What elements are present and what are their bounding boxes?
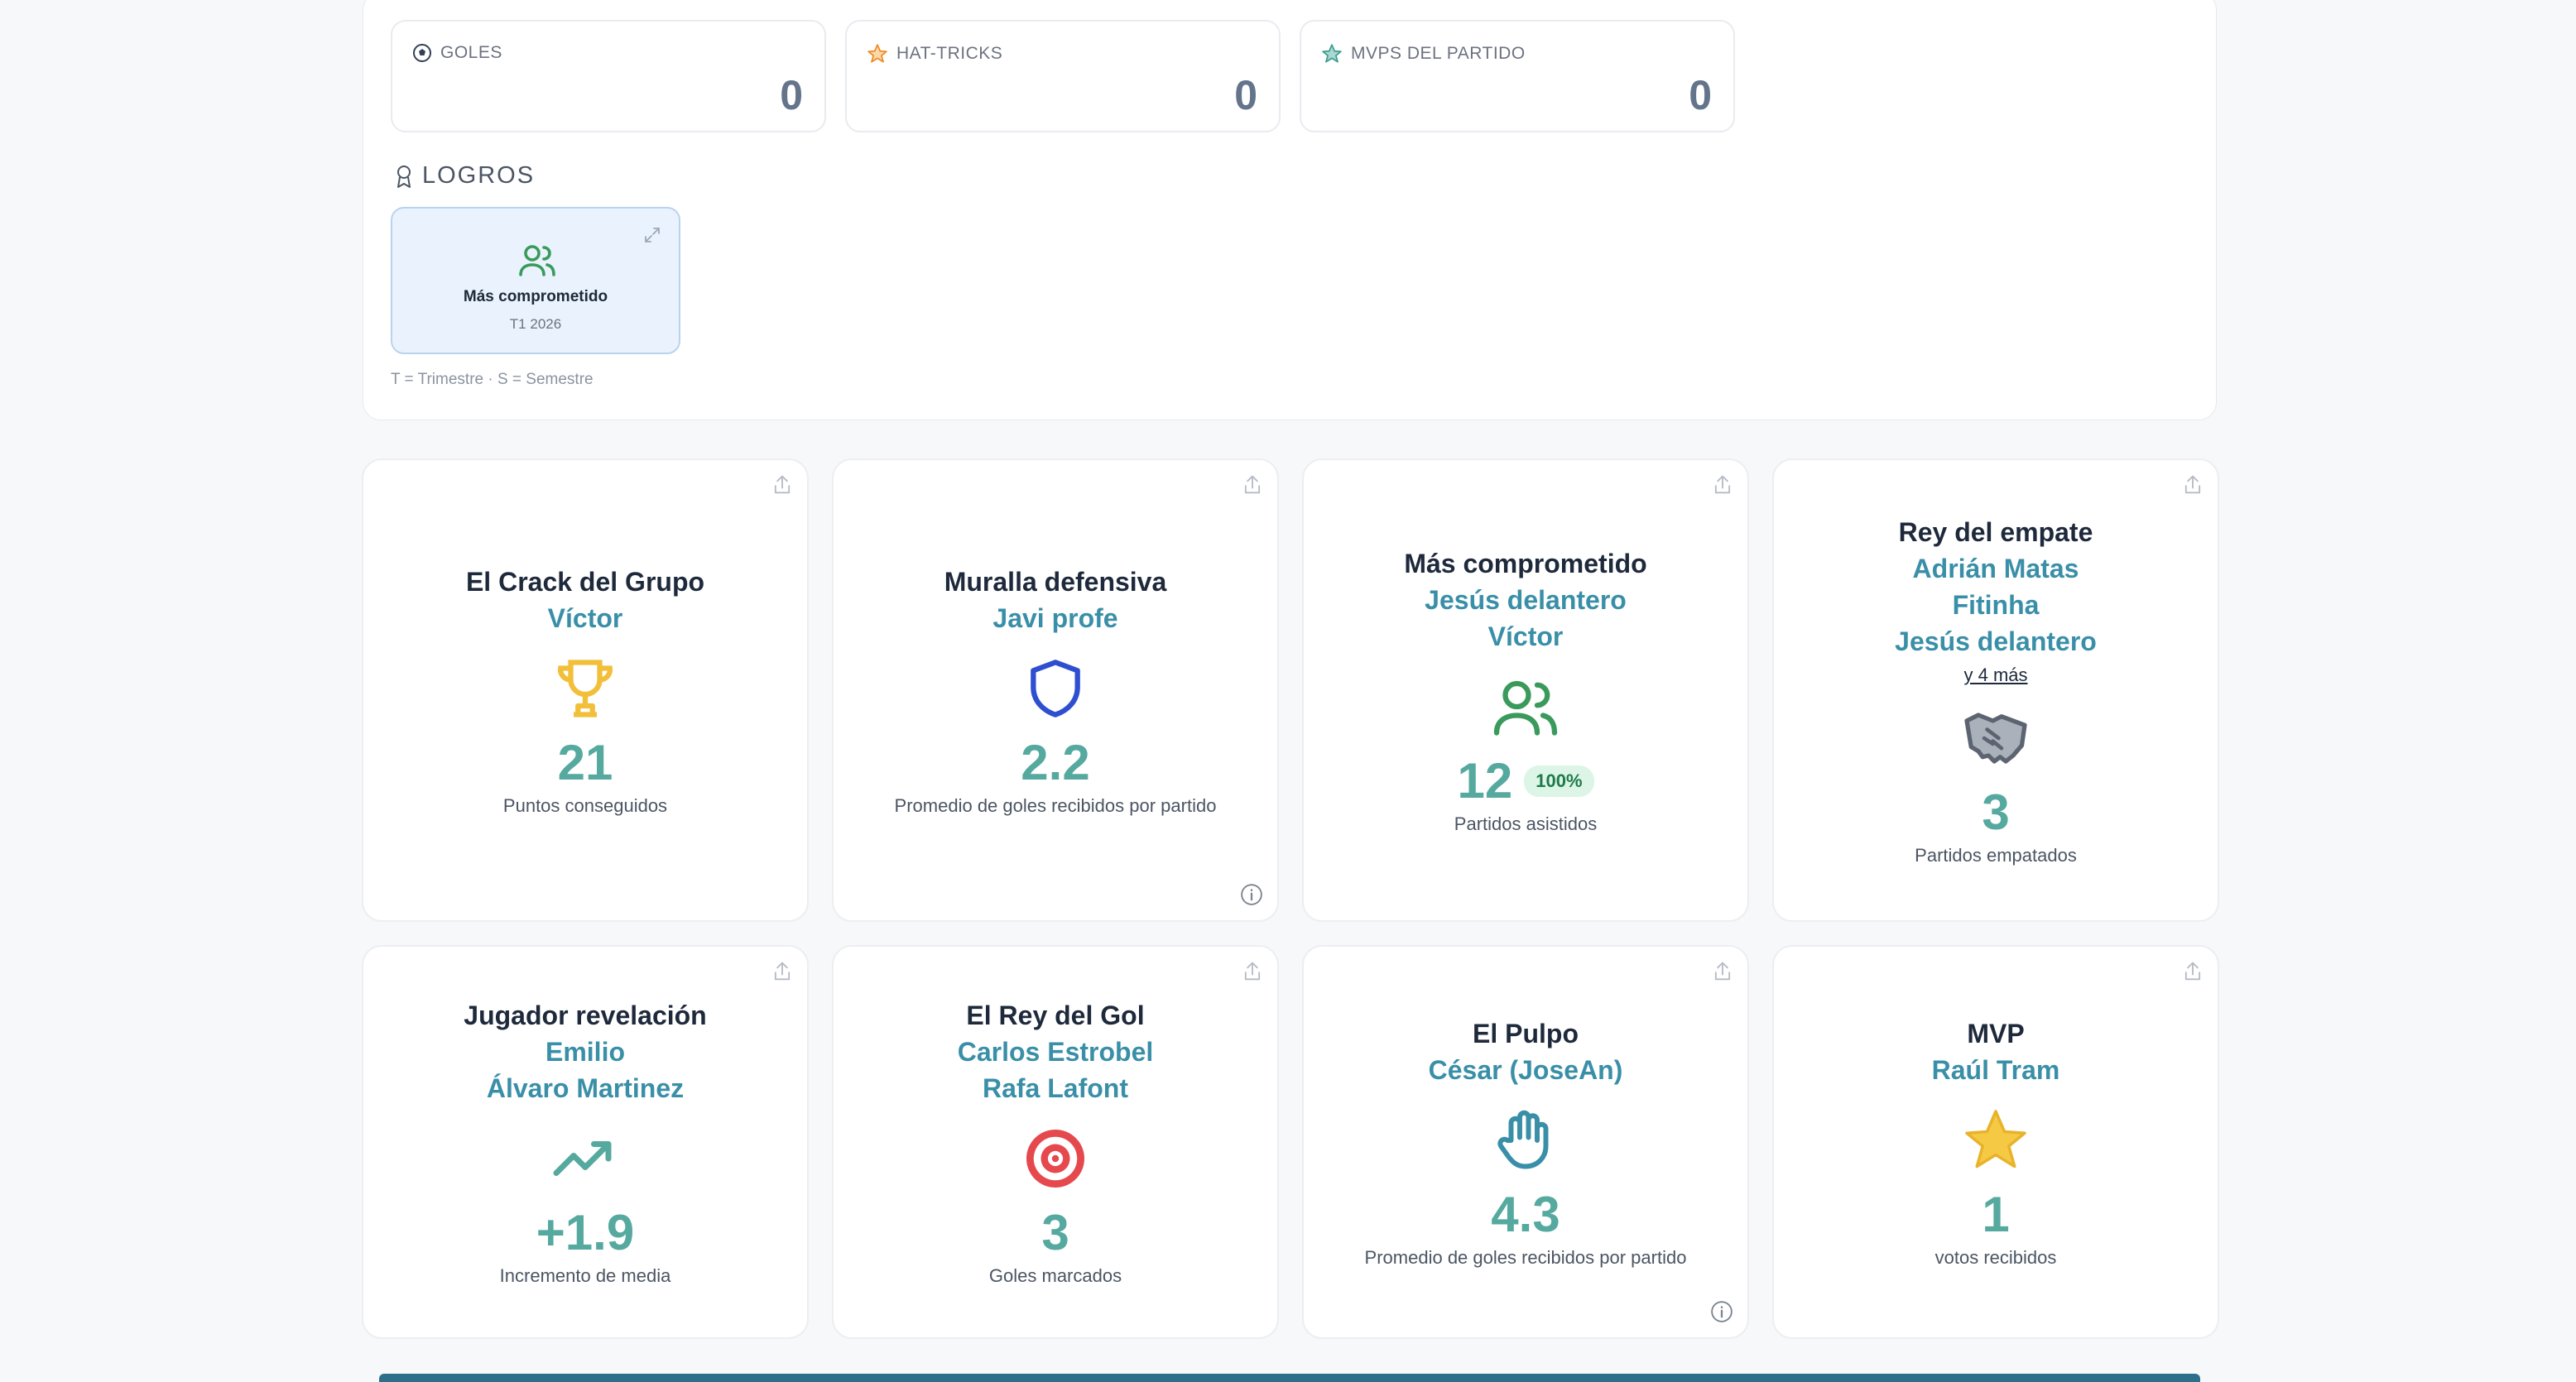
share-icon[interactable] — [2181, 473, 2204, 497]
stat-mvps-label: MVPS DEL PARTIDO — [1321, 43, 1526, 65]
share-icon[interactable] — [1711, 473, 1734, 497]
award-value: 12 — [1457, 753, 1513, 809]
award-winner: Álvaro Martinez — [486, 1073, 685, 1103]
award-title: Rey del empate — [1898, 517, 2093, 547]
achievement-title: Más comprometido — [463, 288, 608, 305]
award-winner: Rafa Lafont — [982, 1073, 1128, 1103]
target-icon — [1026, 1130, 1084, 1188]
info-icon[interactable] — [1709, 1299, 1734, 1324]
award-title: Muralla defensiva — [944, 567, 1167, 597]
award-card-muralla: Muralla defensiva Javi profe 2.2 Promedi… — [832, 458, 1279, 922]
star-icon — [1322, 44, 1342, 63]
share-icon[interactable] — [1241, 473, 1264, 497]
award-card-revelacion: Jugador revelación Emilio Álvaro Martine… — [362, 945, 809, 1339]
achievement-period: T1 2026 — [509, 316, 562, 332]
award-winner: Emilio — [545, 1037, 625, 1067]
achievements-heading: LOGROS — [394, 162, 535, 190]
stat-hattricks-value: 0 — [1234, 72, 1257, 118]
award-description: Promedio de goles recibidos por partido — [894, 795, 1217, 816]
share-icon[interactable] — [2181, 960, 2204, 983]
award-description: Promedio de goles recibidos por partido — [1364, 1247, 1687, 1268]
share-icon[interactable] — [1711, 960, 1734, 983]
award-card-empate: Rey del empate Adrián Matas Fitinha Jesú… — [1772, 458, 2219, 922]
stat-goals: GOLES 0 — [391, 20, 826, 132]
award-card-pulpo: El Pulpo César (JoseAn) 4.3 Promedio de … — [1302, 945, 1749, 1339]
stat-mvps: MVPS DEL PARTIDO 0 — [1300, 20, 1735, 132]
award-winner: Jesús delantero — [1425, 585, 1627, 615]
award-value: 1 — [1982, 1187, 2010, 1242]
award-winner: Fitinha — [1952, 590, 2040, 620]
award-winner: Carlos Estrobel — [957, 1037, 1154, 1067]
expand-icon[interactable] — [642, 225, 662, 245]
award-title: Jugador revelación — [464, 1001, 707, 1030]
award-value: 3 — [1041, 1205, 1069, 1260]
award-card-rey-del-gol: El Rey del Gol Carlos Estrobel Rafa Lafo… — [832, 945, 1279, 1339]
award-winner: Jesús delantero — [1895, 626, 2097, 656]
award-description: Puntos conseguidos — [502, 795, 668, 816]
award-value: 2.2 — [1021, 735, 1090, 790]
award-card-mvp: MVP Raúl Tram 1 votos recibidos — [1772, 945, 2219, 1339]
award-description: Goles marcados — [988, 1265, 1122, 1286]
award-title: El Crack del Grupo — [465, 567, 705, 597]
next-section-edge — [379, 1374, 2200, 1382]
award-description: Incremento de media — [499, 1265, 671, 1286]
stat-goals-label: GOLES — [412, 43, 502, 63]
trophy-icon — [558, 660, 613, 717]
award-value: +1.9 — [536, 1205, 635, 1260]
award-card-comprometido: Más comprometido Jesús delantero Víctor … — [1302, 458, 1749, 922]
award-winner: Adrián Matas — [1912, 554, 2079, 583]
period-legend: T = Trimestre · S = Semestre — [391, 371, 594, 388]
award-value: 21 — [557, 735, 613, 790]
share-icon[interactable] — [771, 473, 794, 497]
more-winners-link[interactable]: y 4 más — [1963, 665, 2028, 685]
award-winner: César (JoseAn) — [1428, 1055, 1623, 1085]
award-winner: Víctor — [547, 603, 623, 633]
award-description: votos recibidos — [1934, 1247, 2057, 1268]
stat-goals-value: 0 — [780, 72, 803, 118]
stat-hattricks-label: HAT-TRICKS — [867, 43, 1002, 65]
award-title: MVP — [1967, 1019, 2025, 1048]
users-icon — [1493, 680, 1558, 736]
achievement-card[interactable]: Más comprometido T1 2026 — [391, 207, 680, 354]
stat-mvps-value: 0 — [1689, 72, 1712, 118]
users-icon — [519, 245, 555, 276]
shield-icon — [1031, 660, 1080, 717]
award-winner: Víctor — [1487, 621, 1564, 651]
soccer-ball-icon — [413, 44, 431, 62]
award-value: 3 — [1982, 785, 2010, 840]
award-value: 4.3 — [1491, 1187, 1560, 1242]
stat-hattricks: HAT-TRICKS 0 — [845, 20, 1281, 132]
award-winner: Raúl Tram — [1931, 1055, 2060, 1085]
award-title: El Pulpo — [1473, 1019, 1579, 1048]
award-card-crack: El Crack del Grupo Víctor 21 Puntos cons… — [362, 458, 809, 922]
handshake-icon — [1964, 713, 2027, 764]
star-icon — [867, 44, 887, 63]
award-title: El Rey del Gol — [966, 1001, 1145, 1030]
trending-up-icon — [553, 1141, 612, 1176]
share-icon[interactable] — [1241, 960, 1264, 983]
hand-icon — [1497, 1110, 1549, 1169]
award-ribbon-icon — [397, 165, 411, 188]
award-description: Partidos empatados — [1915, 845, 2077, 866]
info-icon[interactable] — [1239, 882, 1264, 907]
star-icon — [1965, 1110, 2026, 1168]
share-icon[interactable] — [771, 960, 794, 983]
award-winner: Javi profe — [992, 603, 1118, 633]
award-title: Más comprometido — [1404, 549, 1647, 578]
attendance-badge: 100% — [1524, 765, 1594, 797]
award-description: Partidos asistidos — [1454, 813, 1598, 834]
